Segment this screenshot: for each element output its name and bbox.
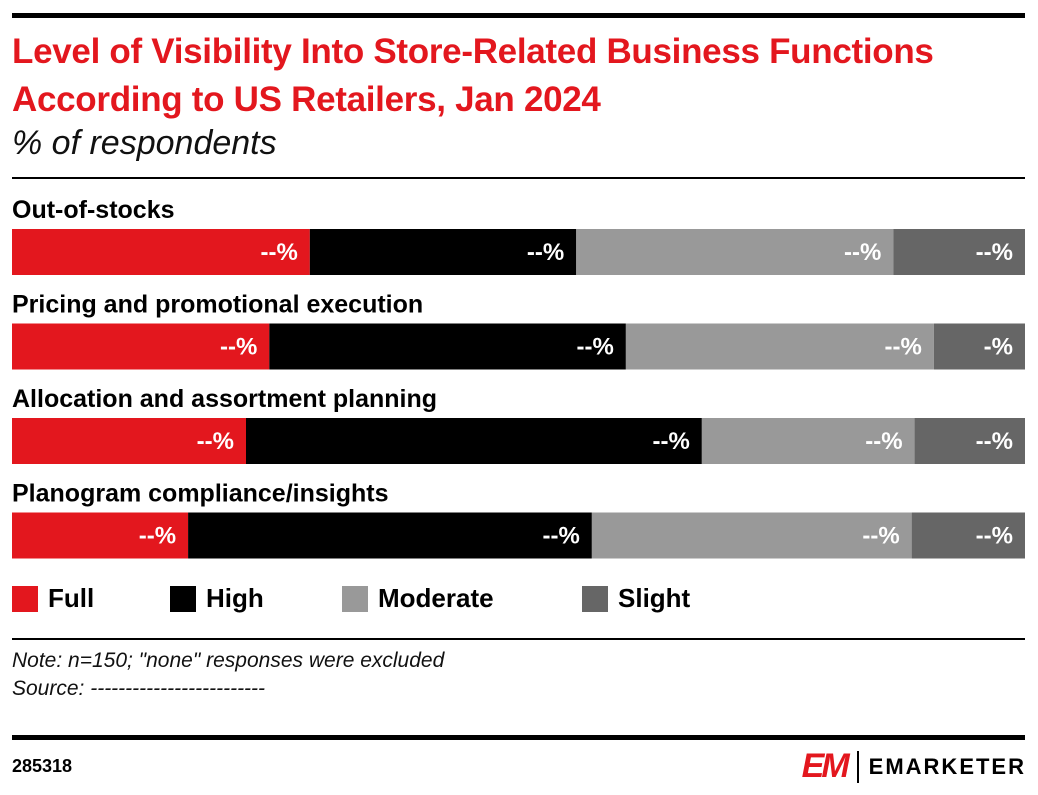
header-rule [12,177,1025,179]
legend-swatch [12,585,38,612]
source-text: Source: ------------------------- [12,677,266,700]
category-label: Allocation and assortment planning [12,385,437,413]
bar-segment-moderate [625,323,934,370]
bar-segment-full [12,512,189,559]
bar-segment-slight [893,229,1025,275]
bar-segment-slight [911,512,1025,559]
bar-segment-high [188,512,592,559]
stacked-bar-chart: Out-of-stocks --% --% --% --% Pricing and pro… [12,196,1025,559]
legend-item-high: High [170,583,264,614]
data-label: --% [976,239,1013,266]
notes: Note: n=150; "none" responses were exclu… [12,647,444,703]
bottom-rule [12,735,1025,740]
bar-segment-slight [914,418,1025,464]
logo-divider [856,750,859,783]
bar-segment-moderate [701,418,915,464]
category-label: Pricing and promotional execution [12,291,423,319]
data-label: --% [260,239,297,266]
data-label: --% [976,523,1013,550]
legend-swatch [342,585,368,612]
bar-segment-high [269,323,626,370]
bar-segment-slight [933,323,1025,370]
logo-wordmark: EMARKETER [868,753,1026,779]
chart-subtitle: % of respondents [12,124,277,162]
data-label: --% [865,428,902,455]
bar-segment-moderate [576,229,894,275]
legend-label: Full [48,583,95,613]
bar-segment-high [309,229,577,275]
data-label: --% [220,334,257,361]
bar-segment-full [12,418,247,464]
data-label: -% [984,334,1013,361]
category-label: Planogram compliance/insights [12,480,388,508]
data-label: --% [844,239,881,266]
data-label: --% [885,334,922,361]
footer-rule [12,638,1025,640]
data-label: --% [527,239,564,266]
legend-item-slight: Slight [582,583,690,614]
category-label: Out-of-stocks [12,196,175,224]
legend-swatch [170,585,196,612]
chart-id: 285318 [12,756,73,776]
bar-segment-full [12,323,270,370]
legend-label: High [206,583,264,613]
data-label: --% [139,523,176,550]
bar-segment-moderate [591,512,912,559]
data-label: --% [577,334,614,361]
data-label: --% [543,523,580,550]
data-label: --% [862,523,899,550]
bar-segment-full [12,229,310,275]
data-label: --% [197,428,234,455]
legend-label: Moderate [378,583,494,613]
legend-swatch [582,585,608,612]
emarketer-logo: EM EMARKETER [802,747,1026,786]
chart-title: Level of Visibility Into Store-Related B… [12,32,934,119]
legend-item-full: Full [12,583,94,614]
legend-label: Slight [618,583,691,613]
data-label: --% [976,428,1013,455]
bar-segment-high [246,418,702,464]
top-rule [12,13,1025,18]
data-label: --% [653,428,690,455]
note-text: Note: n=150; "none" responses were exclu… [12,649,445,672]
legend-item-moderate: Moderate [342,583,494,614]
logo-mark: EM [801,747,850,785]
